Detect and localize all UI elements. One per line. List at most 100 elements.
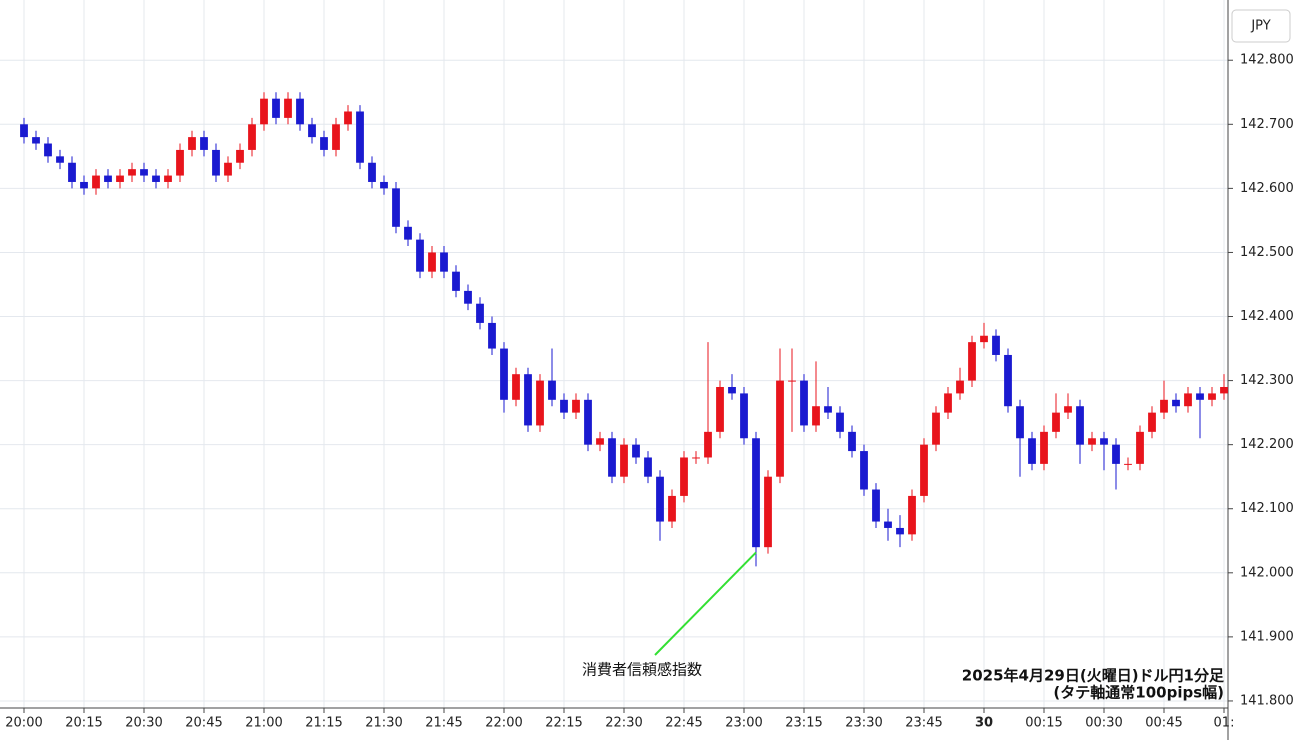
candle-body (728, 386, 736, 394)
candle-body (164, 175, 172, 182)
candle-body (1052, 412, 1060, 432)
candle-body (416, 239, 424, 272)
currency-label: JPY (1250, 19, 1270, 34)
x-tick-label: 21:00 (245, 716, 282, 731)
candle-body (1088, 438, 1096, 445)
candle-body (44, 143, 52, 157)
candle-body (500, 348, 508, 400)
candle-body (596, 438, 604, 445)
y-tick-label: 142.300 (1240, 373, 1294, 388)
candle-body (1208, 393, 1216, 400)
candle-body (656, 476, 664, 522)
y-tick-label: 142.500 (1240, 245, 1294, 260)
candle-body (20, 124, 28, 138)
x-tick-label: 00:15 (1025, 716, 1062, 731)
candle-body (680, 457, 688, 496)
candle-body (344, 111, 352, 125)
candle-body (296, 98, 304, 125)
x-tick-label: 22:00 (485, 716, 522, 731)
x-tick-label: 23:45 (905, 716, 942, 731)
candle-body (848, 431, 856, 452)
x-tick-label: 00:45 (1145, 716, 1182, 731)
x-tick-label: 21:45 (425, 716, 462, 731)
candle-body (956, 380, 964, 394)
candle-body (692, 457, 700, 459)
candle-body (260, 98, 268, 125)
candle-body (1184, 393, 1192, 407)
candle-body (1172, 399, 1180, 407)
candle-body (512, 374, 520, 400)
x-tick-label: 20:15 (65, 716, 102, 731)
candle-body (572, 399, 580, 413)
candle-body (176, 149, 184, 176)
candle-body (1064, 406, 1072, 413)
candle-body (1124, 463, 1132, 465)
y-tick-label: 142.100 (1240, 501, 1294, 516)
candle-body (332, 124, 340, 150)
candle-body (608, 438, 616, 477)
annotation: 消費者信頼感指数 (582, 661, 702, 679)
x-tick-label: 23:30 (845, 716, 882, 731)
candle-body (452, 271, 460, 291)
candle-body (224, 162, 232, 176)
candle-body (788, 380, 796, 382)
y-tick-label: 141.900 (1240, 629, 1294, 644)
candle-body (908, 495, 916, 535)
candle-body (428, 252, 436, 272)
candle-body (272, 98, 280, 118)
x-tick-label: 01: (1214, 716, 1235, 731)
candle-body (884, 521, 892, 528)
candle-body (284, 98, 292, 118)
candle-body (1076, 406, 1084, 445)
y-tick-label: 142.700 (1240, 117, 1294, 132)
y-tick-label: 142.400 (1240, 309, 1294, 324)
candle-body (860, 451, 868, 490)
candle-body (764, 476, 772, 548)
y-tick-label: 142.600 (1240, 181, 1294, 196)
candle-body (704, 431, 712, 458)
candle-body (836, 412, 844, 432)
candle-body (1160, 399, 1168, 413)
candle-body (968, 342, 976, 381)
candle-body (980, 335, 988, 343)
candle-body (668, 495, 676, 522)
candle-body (404, 226, 412, 240)
candle-body (1004, 354, 1012, 407)
x-tick-label: 23:15 (785, 716, 822, 731)
candle-body (56, 156, 64, 163)
candle-body (152, 175, 160, 182)
candle-body (380, 181, 388, 189)
x-tick-label: 22:45 (665, 716, 702, 731)
candle-body (200, 137, 208, 150)
candle-body (392, 188, 400, 227)
currency-box (1231, 9, 1291, 43)
candle-body (140, 169, 148, 176)
candle-body (320, 137, 328, 150)
candle-body (80, 181, 88, 189)
candle-body (932, 412, 940, 445)
candle-body (716, 386, 724, 432)
candle-body (104, 175, 112, 182)
x-tick-label: 21:30 (365, 716, 402, 731)
candle-body (524, 374, 532, 426)
footer-line: (タテ軸通常100pips幅) (1053, 684, 1224, 702)
candle-body (620, 444, 628, 477)
x-tick-label: 22:30 (605, 716, 642, 731)
x-tick-label: 30 (975, 716, 993, 731)
candle-body (1016, 406, 1024, 439)
candle-body (464, 290, 472, 304)
y-tick-label: 142.000 (1240, 565, 1294, 580)
candle-body (116, 175, 124, 182)
candle-body (1028, 438, 1036, 464)
candle-body (1100, 438, 1108, 445)
candle-body (356, 111, 364, 163)
x-tick-label: 22:15 (545, 716, 582, 731)
candle-body (92, 175, 100, 189)
footer-line: 2025年4月29日(火曜日)ドル円1分足 (962, 667, 1225, 685)
x-tick-label: 23:00 (725, 716, 762, 731)
candle-body (584, 399, 592, 445)
candle-body (752, 438, 760, 548)
annotation-line (654, 551, 757, 656)
